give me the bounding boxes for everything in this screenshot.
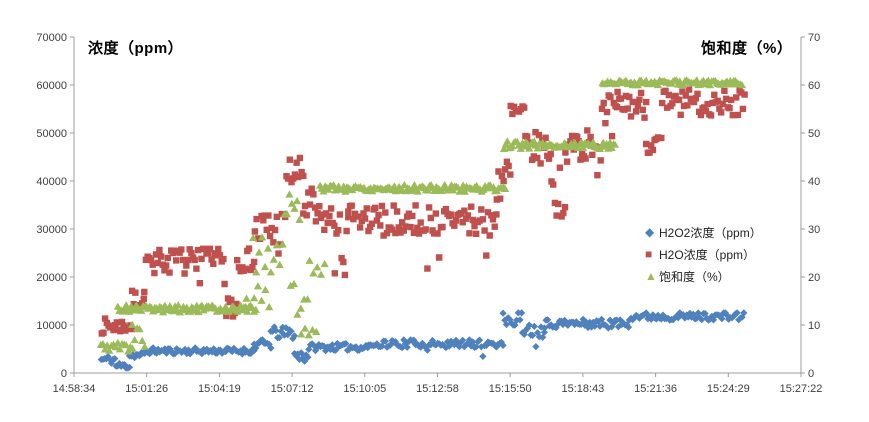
right-axis-tick-label: 70 xyxy=(808,32,820,44)
right-axis-tick-label: 40 xyxy=(808,176,820,188)
legend-label-h2o: H2O浓度（ppm） xyxy=(659,247,756,262)
x-axis-tick-label: 15:12:58 xyxy=(416,383,459,395)
x-axis-tick-label: 15:27:22 xyxy=(780,383,823,395)
left-axis-tick-label: 10000 xyxy=(36,320,67,332)
x-axis-tick-label: 15:07:12 xyxy=(271,383,314,395)
right-axis-tick-label: 60 xyxy=(808,80,820,92)
legend-label-saturation: 饱和度（%） xyxy=(659,269,730,284)
right-axis-tick-label: 0 xyxy=(808,368,814,380)
left-axis-tick-label: 50000 xyxy=(36,128,67,140)
legend-item-h2o2: ◆ H2O2浓度（ppm） xyxy=(645,221,762,243)
square-marker-icon: ■ xyxy=(645,247,653,261)
left-axis-tick-label: 0 xyxy=(61,368,67,380)
right-axis-tick-label: 50 xyxy=(808,128,820,140)
x-axis-tick-label: 15:10:05 xyxy=(343,383,386,395)
x-axis-tick-label: 15:21:36 xyxy=(634,383,677,395)
series-diamond-points xyxy=(97,309,748,372)
x-axis-tick-label: 15:24:29 xyxy=(707,383,750,395)
right-axis-tick-label: 30 xyxy=(808,224,820,236)
series-square-points xyxy=(98,86,748,337)
x-axis-tick-label: 14:58:34 xyxy=(53,383,96,395)
x-axis-tick-label: 15:04:19 xyxy=(198,383,241,395)
right-axis-tick-label: 20 xyxy=(808,272,820,284)
legend-item-h2o: ■ H2O浓度（ppm） xyxy=(645,243,762,265)
left-axis-tick-label: 70000 xyxy=(36,32,67,44)
series-triangle-points xyxy=(96,76,747,355)
legend-item-saturation: ▲ 饱和度（%） xyxy=(645,265,762,287)
left-axis-title: 浓度（ppm） xyxy=(88,40,184,57)
x-axis-tick-label: 15:18:43 xyxy=(561,383,604,395)
left-axis-tick-label: 20000 xyxy=(36,272,67,284)
left-axis-tick-label: 30000 xyxy=(36,224,67,236)
x-axis-tick-label: 15:15:50 xyxy=(489,383,532,395)
diamond-marker-icon: ◆ xyxy=(645,225,655,239)
right-axis-tick-label: 10 xyxy=(808,320,820,332)
legend-label-h2o2: H2O2浓度（ppm） xyxy=(659,225,762,240)
x-axis-tick-label: 15:01:26 xyxy=(125,383,168,395)
left-axis-tick-label: 40000 xyxy=(36,176,67,188)
right-axis-title: 饱和度（%） xyxy=(701,40,793,57)
legend: ◆ H2O2浓度（ppm） ■ H2O浓度（ppm） ▲ 饱和度（%） xyxy=(645,221,762,287)
triangle-marker-icon: ▲ xyxy=(645,269,657,283)
left-axis-tick-label: 60000 xyxy=(36,80,67,92)
